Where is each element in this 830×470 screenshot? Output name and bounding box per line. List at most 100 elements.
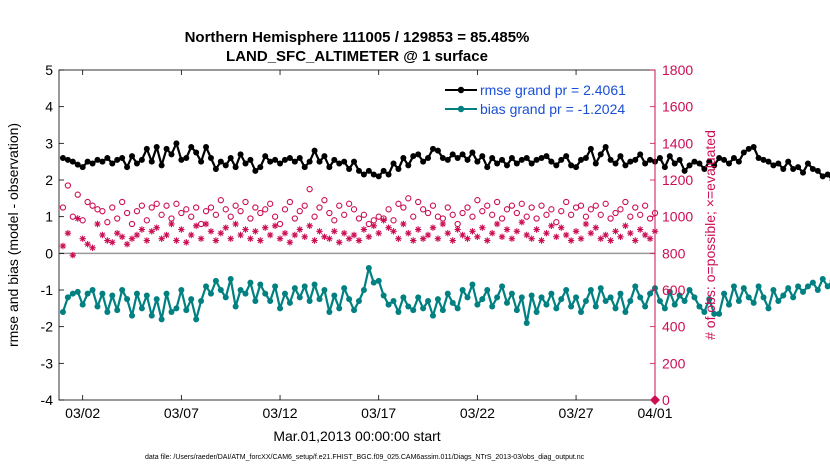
rmse-point	[622, 162, 629, 169]
obs-evaluated-point	[252, 228, 259, 235]
obs-evaluated-point	[479, 224, 486, 231]
rmse-point	[311, 147, 318, 154]
bias-point	[449, 299, 456, 306]
rmse-point	[79, 164, 86, 171]
bias-point	[780, 292, 787, 299]
obs-evaluated-point	[548, 222, 555, 230]
y-right-tick-label: 800	[662, 245, 686, 261]
rmse-point	[716, 155, 723, 161]
obs-possible-point	[193, 204, 200, 211]
bias-point	[454, 305, 461, 312]
obs-evaluated-point	[602, 231, 609, 239]
obs-evaluated-point	[271, 222, 279, 230]
obs-evaluated-point	[523, 231, 530, 239]
y-left-tick-label: 1	[45, 209, 53, 225]
obs-possible-point	[612, 209, 619, 217]
obs-evaluated-point	[459, 231, 466, 239]
bias-point	[326, 309, 333, 315]
bias-point	[494, 294, 501, 301]
obs-evaluated-point	[143, 237, 151, 244]
obs-possible-point	[148, 204, 155, 211]
rmse-point	[785, 158, 792, 165]
bias-point	[114, 307, 121, 314]
obs-possible-point	[207, 204, 215, 211]
obs-evaluated-point	[424, 231, 432, 239]
obs-evaluated-point	[632, 237, 639, 244]
obs-evaluated-point	[138, 226, 146, 233]
obs-possible-point	[326, 209, 333, 217]
obs-possible-point	[114, 215, 121, 222]
rmse-point	[138, 156, 145, 163]
obs-possible-point	[109, 204, 116, 211]
rmse-point	[429, 145, 436, 152]
bias-point	[553, 305, 560, 312]
obs-evaluated-point	[553, 233, 560, 241]
obs-possible-point	[138, 202, 146, 209]
rmse-point	[370, 171, 377, 178]
rmse-point	[336, 160, 343, 167]
rmse-point	[573, 164, 580, 171]
rmse-point	[721, 156, 728, 163]
rmse-point	[365, 167, 372, 174]
rmse-point	[148, 158, 155, 165]
obs-possible-point	[513, 209, 521, 217]
rmse-point	[676, 156, 683, 163]
obs-possible-point	[267, 200, 274, 207]
rmse-point	[124, 164, 131, 171]
rmse-point	[212, 166, 219, 172]
y-left-tick-label: -2	[41, 319, 54, 335]
legend-rmse-marker	[457, 86, 465, 94]
obs-evaluated-point	[291, 231, 299, 239]
obs-evaluated-point	[429, 224, 437, 231]
rmse-point	[686, 162, 693, 169]
obs-possible-point	[454, 220, 461, 228]
rmse-point	[760, 156, 767, 163]
obs-possible-point	[237, 208, 244, 215]
bias-point	[474, 301, 481, 308]
obs-possible-point	[543, 211, 550, 218]
bias-point	[563, 287, 570, 293]
obs-evaluated-point	[262, 224, 269, 231]
obs-possible-point	[582, 213, 590, 220]
bias-point	[592, 303, 599, 310]
obs-possible-point	[617, 206, 624, 213]
obs-possible-point	[484, 202, 491, 209]
rmse-point	[661, 164, 668, 171]
obs-evaluated-point	[641, 231, 649, 239]
obs-evaluated-point	[562, 231, 570, 239]
rmse-point	[745, 145, 752, 152]
rmse-point	[706, 158, 713, 165]
bias-point	[400, 294, 407, 301]
rmse-point	[84, 158, 91, 165]
bias-point	[89, 287, 96, 293]
obs-evaluated-point	[449, 237, 456, 244]
obs-possible-point	[341, 211, 348, 218]
rmse-point	[711, 162, 718, 169]
obs-possible-point	[464, 204, 471, 211]
obs-evaluated-point	[355, 237, 363, 244]
bias-point	[434, 296, 441, 303]
obs-possible-point	[385, 206, 392, 213]
rmse-point	[464, 156, 471, 163]
bias-point	[272, 283, 279, 290]
obs-evaluated-point	[188, 231, 195, 239]
obs-possible-point	[395, 200, 402, 207]
obs-possible-point	[646, 215, 654, 222]
rmse-point	[790, 166, 797, 172]
obs-possible-point	[567, 211, 575, 218]
obs-possible-point	[311, 213, 318, 220]
obs-possible-point	[212, 211, 220, 218]
bias-point	[661, 305, 668, 312]
bias-point	[331, 292, 338, 299]
rmse-point	[74, 161, 81, 168]
bias-point	[281, 290, 288, 297]
bias-point	[538, 294, 545, 301]
y-right-tick-label: 600	[662, 282, 686, 298]
bias-point	[148, 312, 155, 319]
obs-possible-point	[370, 217, 377, 224]
obs-possible-point	[173, 200, 180, 207]
bias-point	[499, 283, 506, 290]
obs-possible-point	[459, 209, 466, 217]
obs-possible-point	[419, 206, 427, 213]
rmse-point	[701, 166, 708, 172]
